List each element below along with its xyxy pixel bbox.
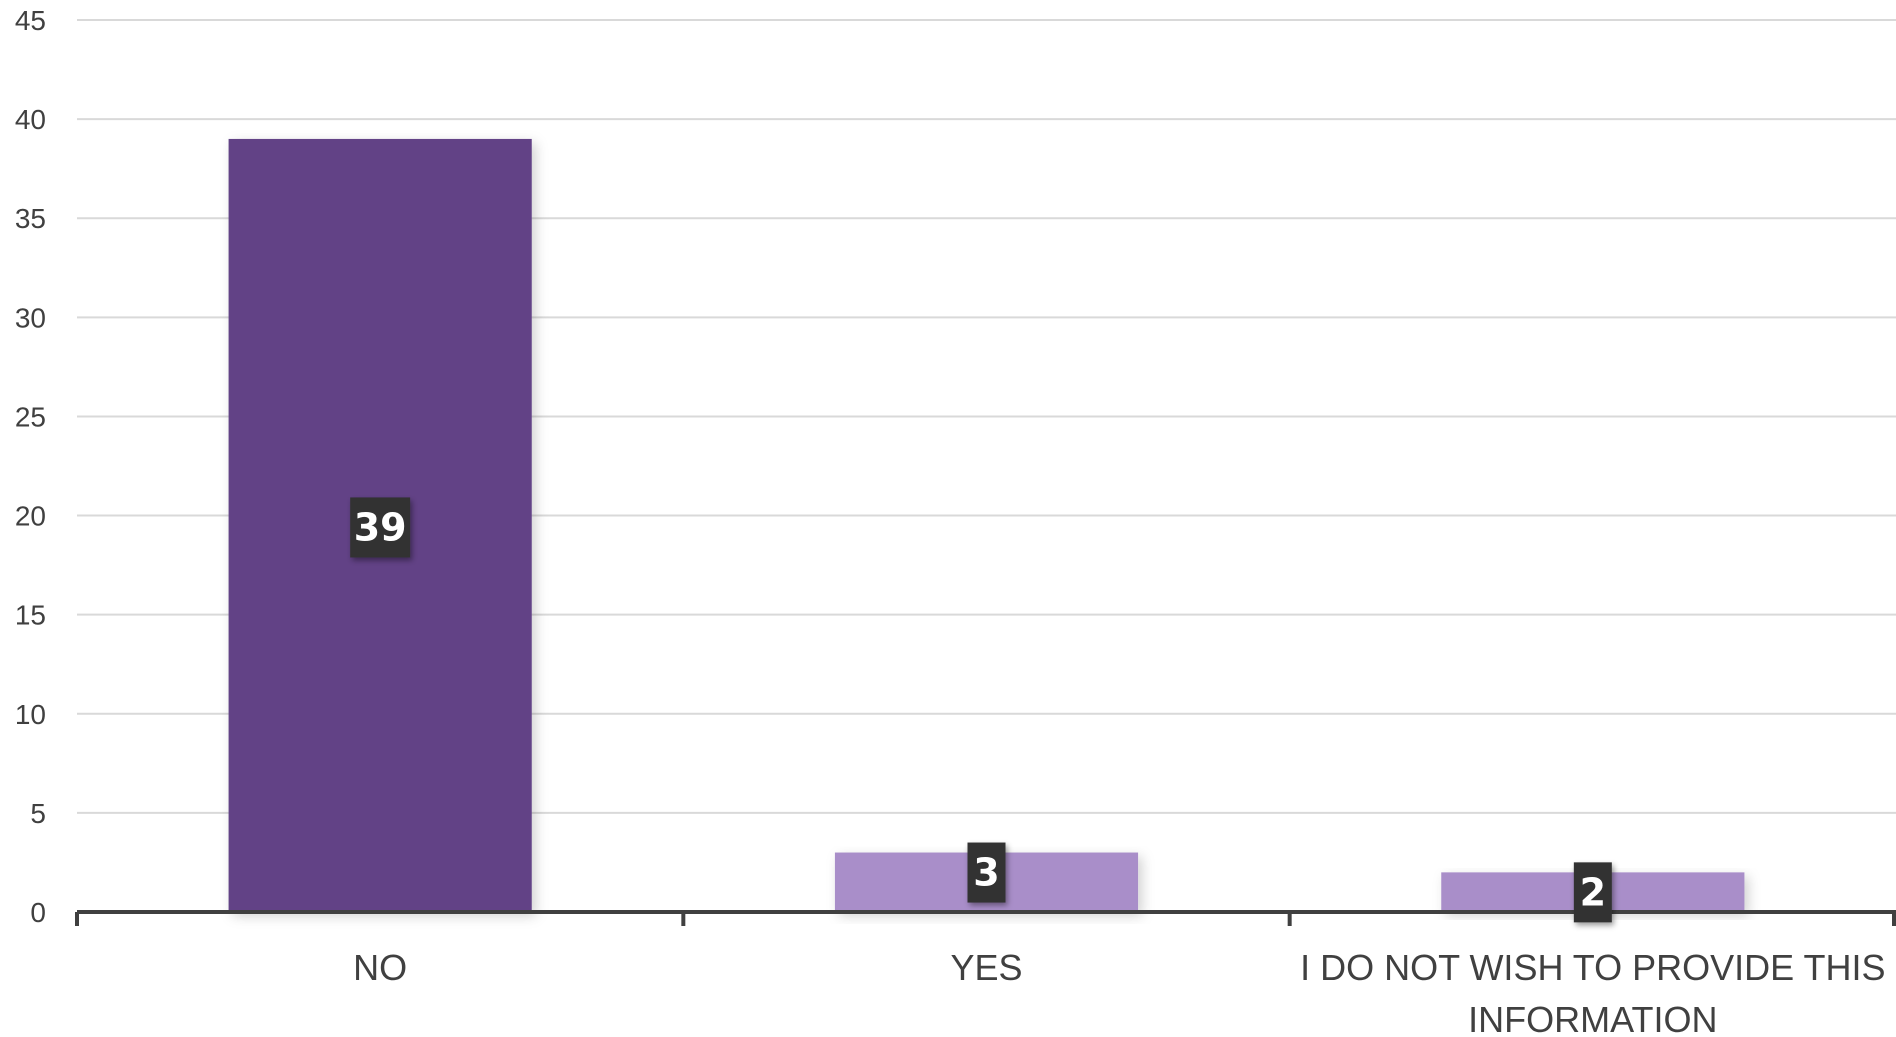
data-label-text: 2 bbox=[1580, 870, 1606, 914]
bars bbox=[228, 138, 1745, 912]
x-category-label: I DO NOT WISH TO PROVIDE THIS bbox=[1300, 947, 1885, 988]
y-tick-label: 15 bbox=[15, 600, 46, 631]
data-label-box bbox=[350, 497, 411, 558]
data-label-box bbox=[1573, 862, 1612, 923]
x-axis bbox=[75, 910, 1896, 926]
data-label: 39 bbox=[350, 497, 411, 558]
y-tick-label: 45 bbox=[15, 5, 46, 36]
y-tick-label: 0 bbox=[30, 897, 46, 928]
y-tick-label: 40 bbox=[15, 104, 46, 135]
y-tick-label: 5 bbox=[30, 798, 46, 829]
y-tick-label: 30 bbox=[15, 302, 46, 333]
data-label: 2 bbox=[1573, 862, 1612, 923]
y-tick-label: 25 bbox=[15, 401, 46, 432]
y-tick-label: 20 bbox=[15, 501, 46, 532]
y-tick-label: 10 bbox=[15, 699, 46, 730]
data-label-text: 39 bbox=[354, 505, 407, 549]
y-axis-tick-labels: 0 5 10 15 20 25 30 35 40 45 bbox=[15, 5, 46, 928]
data-label-text: 3 bbox=[973, 851, 999, 895]
x-category-label: INFORMATION bbox=[1468, 999, 1717, 1037]
data-label-box bbox=[967, 842, 1006, 903]
y-tick-label: 35 bbox=[15, 203, 46, 234]
data-labels: 39 3 2 bbox=[350, 497, 1612, 923]
data-label: 3 bbox=[967, 842, 1006, 903]
x-category-label: YES bbox=[950, 947, 1022, 988]
x-category-label: NO bbox=[353, 947, 407, 988]
x-axis-category-labels: NO YES I DO NOT WISH TO PROVIDE THIS INFORM… bbox=[353, 947, 1885, 1037]
